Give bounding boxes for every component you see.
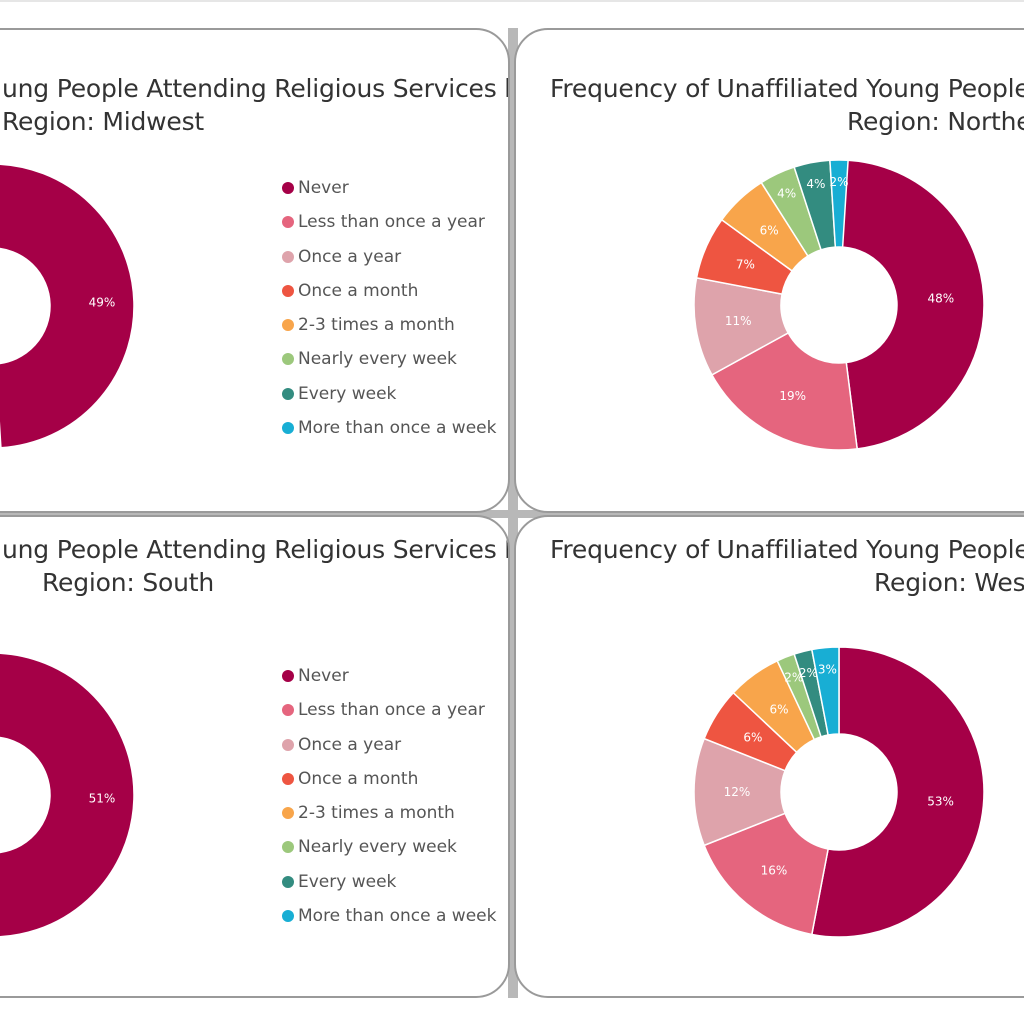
legend-label: Every week <box>298 871 397 892</box>
legend-swatch <box>282 670 294 682</box>
slice-data-label: 2% <box>799 666 818 680</box>
legend-swatch <box>282 807 294 820</box>
legend-label: Every week <box>298 383 397 404</box>
chart-title-line2: Region: Midwest <box>2 107 204 136</box>
legend-label: Less than once a year <box>298 700 485 721</box>
donut-slice <box>810 646 840 736</box>
legend-swatch <box>282 422 294 435</box>
panel-south: ung People Attending Religious Services … <box>0 515 510 998</box>
donut-chart-northeast: 48% 19% 11% 7% 6% 4% 4% 2% <box>693 159 985 451</box>
donut-slice <box>838 159 985 450</box>
slice-data-label: 4% <box>806 177 825 191</box>
donut-chart-south: 51% <box>0 652 135 938</box>
chart-title-line1: Frequency of Unaffiliated Young People A… <box>550 74 1024 103</box>
legend-label: Once a month <box>298 280 419 301</box>
donut-chart-west: 53%16%12%6%6%2%2% 3% <box>693 646 985 938</box>
slice-data-label: 53% <box>927 795 954 809</box>
slice-data-label: 12% <box>724 785 751 799</box>
horizontal-divider <box>0 510 1024 518</box>
legend-swatch <box>282 387 294 400</box>
chart-title-line1: ung People Attending Religious Services … <box>2 535 510 564</box>
slice-data-label: 2% <box>784 671 803 685</box>
legend-label: Never <box>298 666 349 686</box>
legend-swatch <box>282 772 294 785</box>
chart-title-line2: Region: Northea <box>847 107 1024 136</box>
legend-swatch <box>282 875 294 888</box>
legend-swatch <box>282 216 294 229</box>
donut-slice <box>710 331 859 451</box>
bottom-margin <box>0 1000 1024 1024</box>
legend-swatch <box>282 319 294 332</box>
legend-label: Once a year <box>298 734 402 755</box>
top-rule <box>0 0 1024 2</box>
chart-title-line2: Region: West <box>874 568 1024 597</box>
legend-label: Nearly every week <box>298 837 457 858</box>
slice-data-label: 2% <box>829 175 848 189</box>
legend-label: More than once a week <box>298 906 497 927</box>
slice-data-label: 6% <box>743 730 762 744</box>
donut-slice <box>0 652 135 938</box>
chart-title-line1: ung People Attending Religious Services … <box>2 74 510 103</box>
donut-chart-midwest: 49% <box>0 163 135 449</box>
legend-label: Never <box>298 178 349 198</box>
slice-data-label: 3% <box>818 663 837 677</box>
legend-swatch <box>282 182 294 194</box>
chart-title-line2: Region: South <box>42 568 215 597</box>
legend-label: Less than once a year <box>298 212 485 233</box>
legend-label: 2-3 times a month <box>298 315 455 336</box>
legend-label: More than once a week <box>298 418 497 439</box>
legend-label: Once a year <box>298 246 402 267</box>
panel-midwest: ung People Attending Religious Services … <box>0 28 510 513</box>
donut-slice <box>0 163 135 449</box>
legend-swatch <box>282 841 294 854</box>
legend-swatch <box>282 250 294 263</box>
legend-swatch <box>282 704 294 717</box>
slice-data-label: 11% <box>725 314 752 328</box>
legend-swatch <box>282 738 294 751</box>
legend-label: Once a month <box>298 768 419 789</box>
panel-west: Frequency of Unaffiliated Young People A… <box>514 515 1024 998</box>
donut-slice <box>703 812 830 936</box>
slice-data-label: 16% <box>761 864 788 878</box>
donut-slice <box>810 646 985 938</box>
legend-label: Nearly every week <box>298 349 457 370</box>
slice-data-label: 6% <box>770 702 789 716</box>
slice-data-label: 51% <box>89 791 116 805</box>
donut-slice <box>829 159 849 248</box>
panel-northeast: Frequency of Unaffiliated Young People A… <box>514 28 1024 513</box>
legend-swatch <box>282 284 294 297</box>
slice-data-label: 19% <box>779 389 806 403</box>
slice-data-label: 4% <box>777 187 796 201</box>
legend-label: 2-3 times a month <box>298 803 455 824</box>
legend-swatch <box>282 353 294 366</box>
slice-data-label: 6% <box>760 224 779 238</box>
chart-title-line1: Frequency of Unaffiliated Young People A… <box>550 535 1024 564</box>
legend-swatch <box>282 910 294 923</box>
slice-data-label: 49% <box>89 296 116 310</box>
slice-data-label: 48% <box>927 292 954 306</box>
slice-data-label: 7% <box>736 257 755 271</box>
